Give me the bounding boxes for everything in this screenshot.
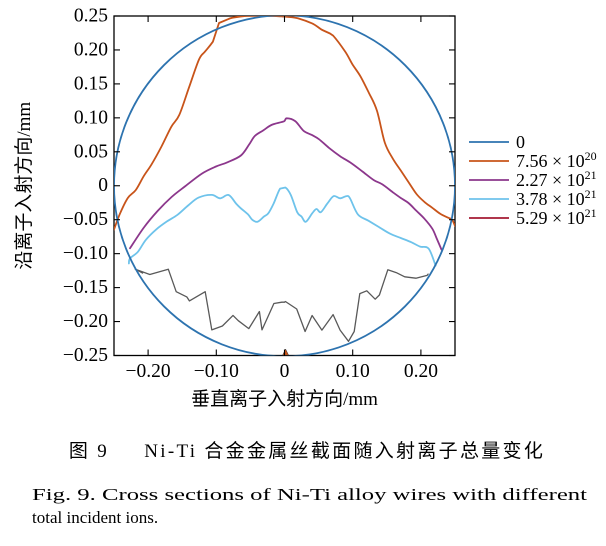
svg-text:total incident ions.: total incident ions. (32, 508, 158, 527)
svg-text:5.29 × 1021: 5.29 × 1021 (516, 206, 597, 228)
svg-text:沿离子入射方向/mm: 沿离子入射方向/mm (13, 102, 35, 270)
svg-text:Fig. 9. Cross sections of Ni-T: Fig. 9. Cross sections of Ni-Ti alloy wi… (32, 485, 587, 504)
svg-text:0.10: 0.10 (74, 107, 108, 128)
svg-text:−0.10: −0.10 (194, 361, 239, 382)
svg-text:−0.15: −0.15 (63, 277, 108, 298)
svg-text:垂直离子入射方向/mm: 垂直离子入射方向/mm (191, 388, 378, 410)
svg-text:0: 0 (516, 132, 525, 152)
svg-text:0: 0 (98, 175, 108, 196)
svg-text:图 9 Ni-Ti 合金金属丝截面随入射离子总量变化: 图 9 Ni-Ti 合金金属丝截面随入射离子总量变化 (69, 440, 545, 462)
svg-text:−0.25: −0.25 (63, 345, 108, 366)
svg-text:−0.05: −0.05 (63, 209, 108, 230)
svg-text:0.10: 0.10 (336, 361, 370, 382)
svg-text:0.20: 0.20 (74, 40, 108, 61)
svg-text:−0.20: −0.20 (126, 361, 171, 382)
svg-text:0.20: 0.20 (404, 361, 438, 382)
svg-text:−0.10: −0.10 (63, 243, 108, 264)
svg-text:−0.20: −0.20 (63, 311, 108, 332)
svg-text:0.25: 0.25 (74, 6, 108, 27)
svg-text:0: 0 (280, 361, 290, 382)
svg-text:0.05: 0.05 (74, 141, 108, 162)
svg-text:0.15: 0.15 (74, 73, 108, 94)
